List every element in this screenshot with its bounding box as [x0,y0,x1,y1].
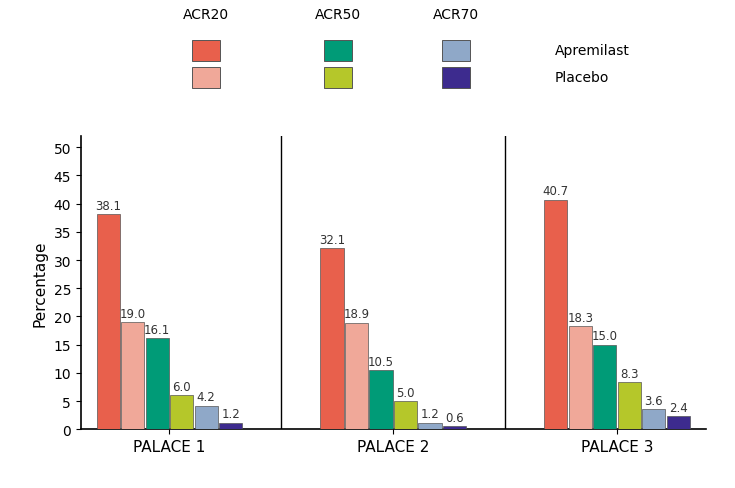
Bar [195,406,218,429]
Bar [345,323,368,429]
Bar [219,423,243,429]
Text: Placebo: Placebo [555,71,609,85]
Text: 4.2: 4.2 [197,390,215,404]
Text: 2.4: 2.4 [669,401,687,414]
Text: 16.1: 16.1 [144,324,171,337]
Bar [370,370,392,429]
Text: 0.6: 0.6 [445,411,464,424]
Text: 1.2: 1.2 [420,407,440,421]
Bar [642,409,665,429]
Bar [170,396,193,429]
Text: 38.1: 38.1 [96,200,121,213]
Text: ACR20: ACR20 [183,8,229,22]
Bar [320,249,344,429]
Bar [418,423,442,429]
Y-axis label: Percentage: Percentage [33,240,48,326]
Text: 6.0: 6.0 [173,381,191,393]
Text: 32.1: 32.1 [319,233,345,246]
Bar [146,339,169,429]
Bar [569,326,592,429]
Text: Apremilast: Apremilast [555,44,630,58]
Text: ACR70: ACR70 [433,8,478,22]
Text: 5.0: 5.0 [396,386,415,399]
Text: 19.0: 19.0 [120,307,146,320]
Text: 18.9: 18.9 [343,308,370,321]
Text: 10.5: 10.5 [368,355,394,368]
Text: 3.6: 3.6 [645,394,663,407]
Bar [617,383,641,429]
Text: 40.7: 40.7 [542,185,569,198]
Text: 15.0: 15.0 [592,330,618,343]
Bar [544,200,567,429]
Bar [667,416,690,429]
Text: ACR50: ACR50 [315,8,361,22]
Text: 1.2: 1.2 [221,407,240,421]
Bar [121,323,144,429]
Bar [593,345,617,429]
Text: 18.3: 18.3 [567,311,593,324]
Bar [394,401,417,429]
Bar [96,215,120,429]
Text: 8.3: 8.3 [620,367,639,381]
Bar [442,426,466,429]
